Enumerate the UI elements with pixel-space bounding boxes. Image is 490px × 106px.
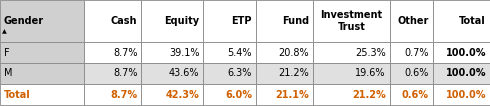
Bar <box>84 0 141 42</box>
Text: 19.6%: 19.6% <box>355 68 386 79</box>
Bar <box>203 42 256 63</box>
Bar <box>84 42 141 63</box>
Text: 21.2%: 21.2% <box>279 68 309 79</box>
Text: 100.0%: 100.0% <box>445 68 486 79</box>
Bar <box>256 84 313 105</box>
Bar <box>256 42 313 63</box>
Bar <box>141 42 203 63</box>
Text: Fund: Fund <box>282 16 309 26</box>
Text: 8.7%: 8.7% <box>113 47 137 57</box>
Bar <box>390 42 433 63</box>
Bar <box>141 0 203 42</box>
Bar <box>313 63 390 84</box>
Bar <box>203 84 256 105</box>
Bar <box>0 42 84 63</box>
Bar <box>141 63 203 84</box>
Text: 5.4%: 5.4% <box>227 47 252 57</box>
Text: 0.6%: 0.6% <box>404 68 429 79</box>
Bar <box>203 0 256 42</box>
Text: Total: Total <box>459 16 486 26</box>
Text: 21.2%: 21.2% <box>352 89 386 100</box>
Text: 0.7%: 0.7% <box>404 47 429 57</box>
Text: 21.1%: 21.1% <box>275 89 309 100</box>
Text: Cash: Cash <box>111 16 137 26</box>
Bar <box>433 42 490 63</box>
Bar <box>390 63 433 84</box>
Bar <box>203 63 256 84</box>
Bar <box>313 42 390 63</box>
Bar <box>313 0 390 42</box>
Text: 100.0%: 100.0% <box>445 47 486 57</box>
Text: 6.3%: 6.3% <box>228 68 252 79</box>
Text: Equity: Equity <box>165 16 199 26</box>
Bar <box>141 84 203 105</box>
Text: 42.3%: 42.3% <box>166 89 199 100</box>
Text: 20.8%: 20.8% <box>279 47 309 57</box>
Bar <box>433 63 490 84</box>
Text: 6.0%: 6.0% <box>225 89 252 100</box>
Bar <box>0 0 84 42</box>
Bar <box>433 84 490 105</box>
Bar <box>84 84 141 105</box>
Text: 0.6%: 0.6% <box>402 89 429 100</box>
Text: 100.0%: 100.0% <box>445 89 486 100</box>
Text: Gender: Gender <box>4 16 44 26</box>
Bar <box>313 84 390 105</box>
Bar <box>0 84 84 105</box>
Bar <box>390 0 433 42</box>
Bar <box>390 84 433 105</box>
Bar <box>433 0 490 42</box>
Text: 8.7%: 8.7% <box>113 68 137 79</box>
Text: M: M <box>4 68 12 79</box>
Bar <box>84 63 141 84</box>
Bar <box>256 63 313 84</box>
Text: ▲: ▲ <box>2 30 7 35</box>
Text: 25.3%: 25.3% <box>355 47 386 57</box>
Text: Total: Total <box>4 89 31 100</box>
Text: ETP: ETP <box>232 16 252 26</box>
Text: F: F <box>4 47 9 57</box>
Text: 39.1%: 39.1% <box>169 47 199 57</box>
Text: 8.7%: 8.7% <box>110 89 137 100</box>
Text: Investment
Trust: Investment Trust <box>320 10 383 32</box>
Text: 43.6%: 43.6% <box>169 68 199 79</box>
Bar <box>256 0 313 42</box>
Bar <box>0 63 84 84</box>
Text: Other: Other <box>397 16 429 26</box>
